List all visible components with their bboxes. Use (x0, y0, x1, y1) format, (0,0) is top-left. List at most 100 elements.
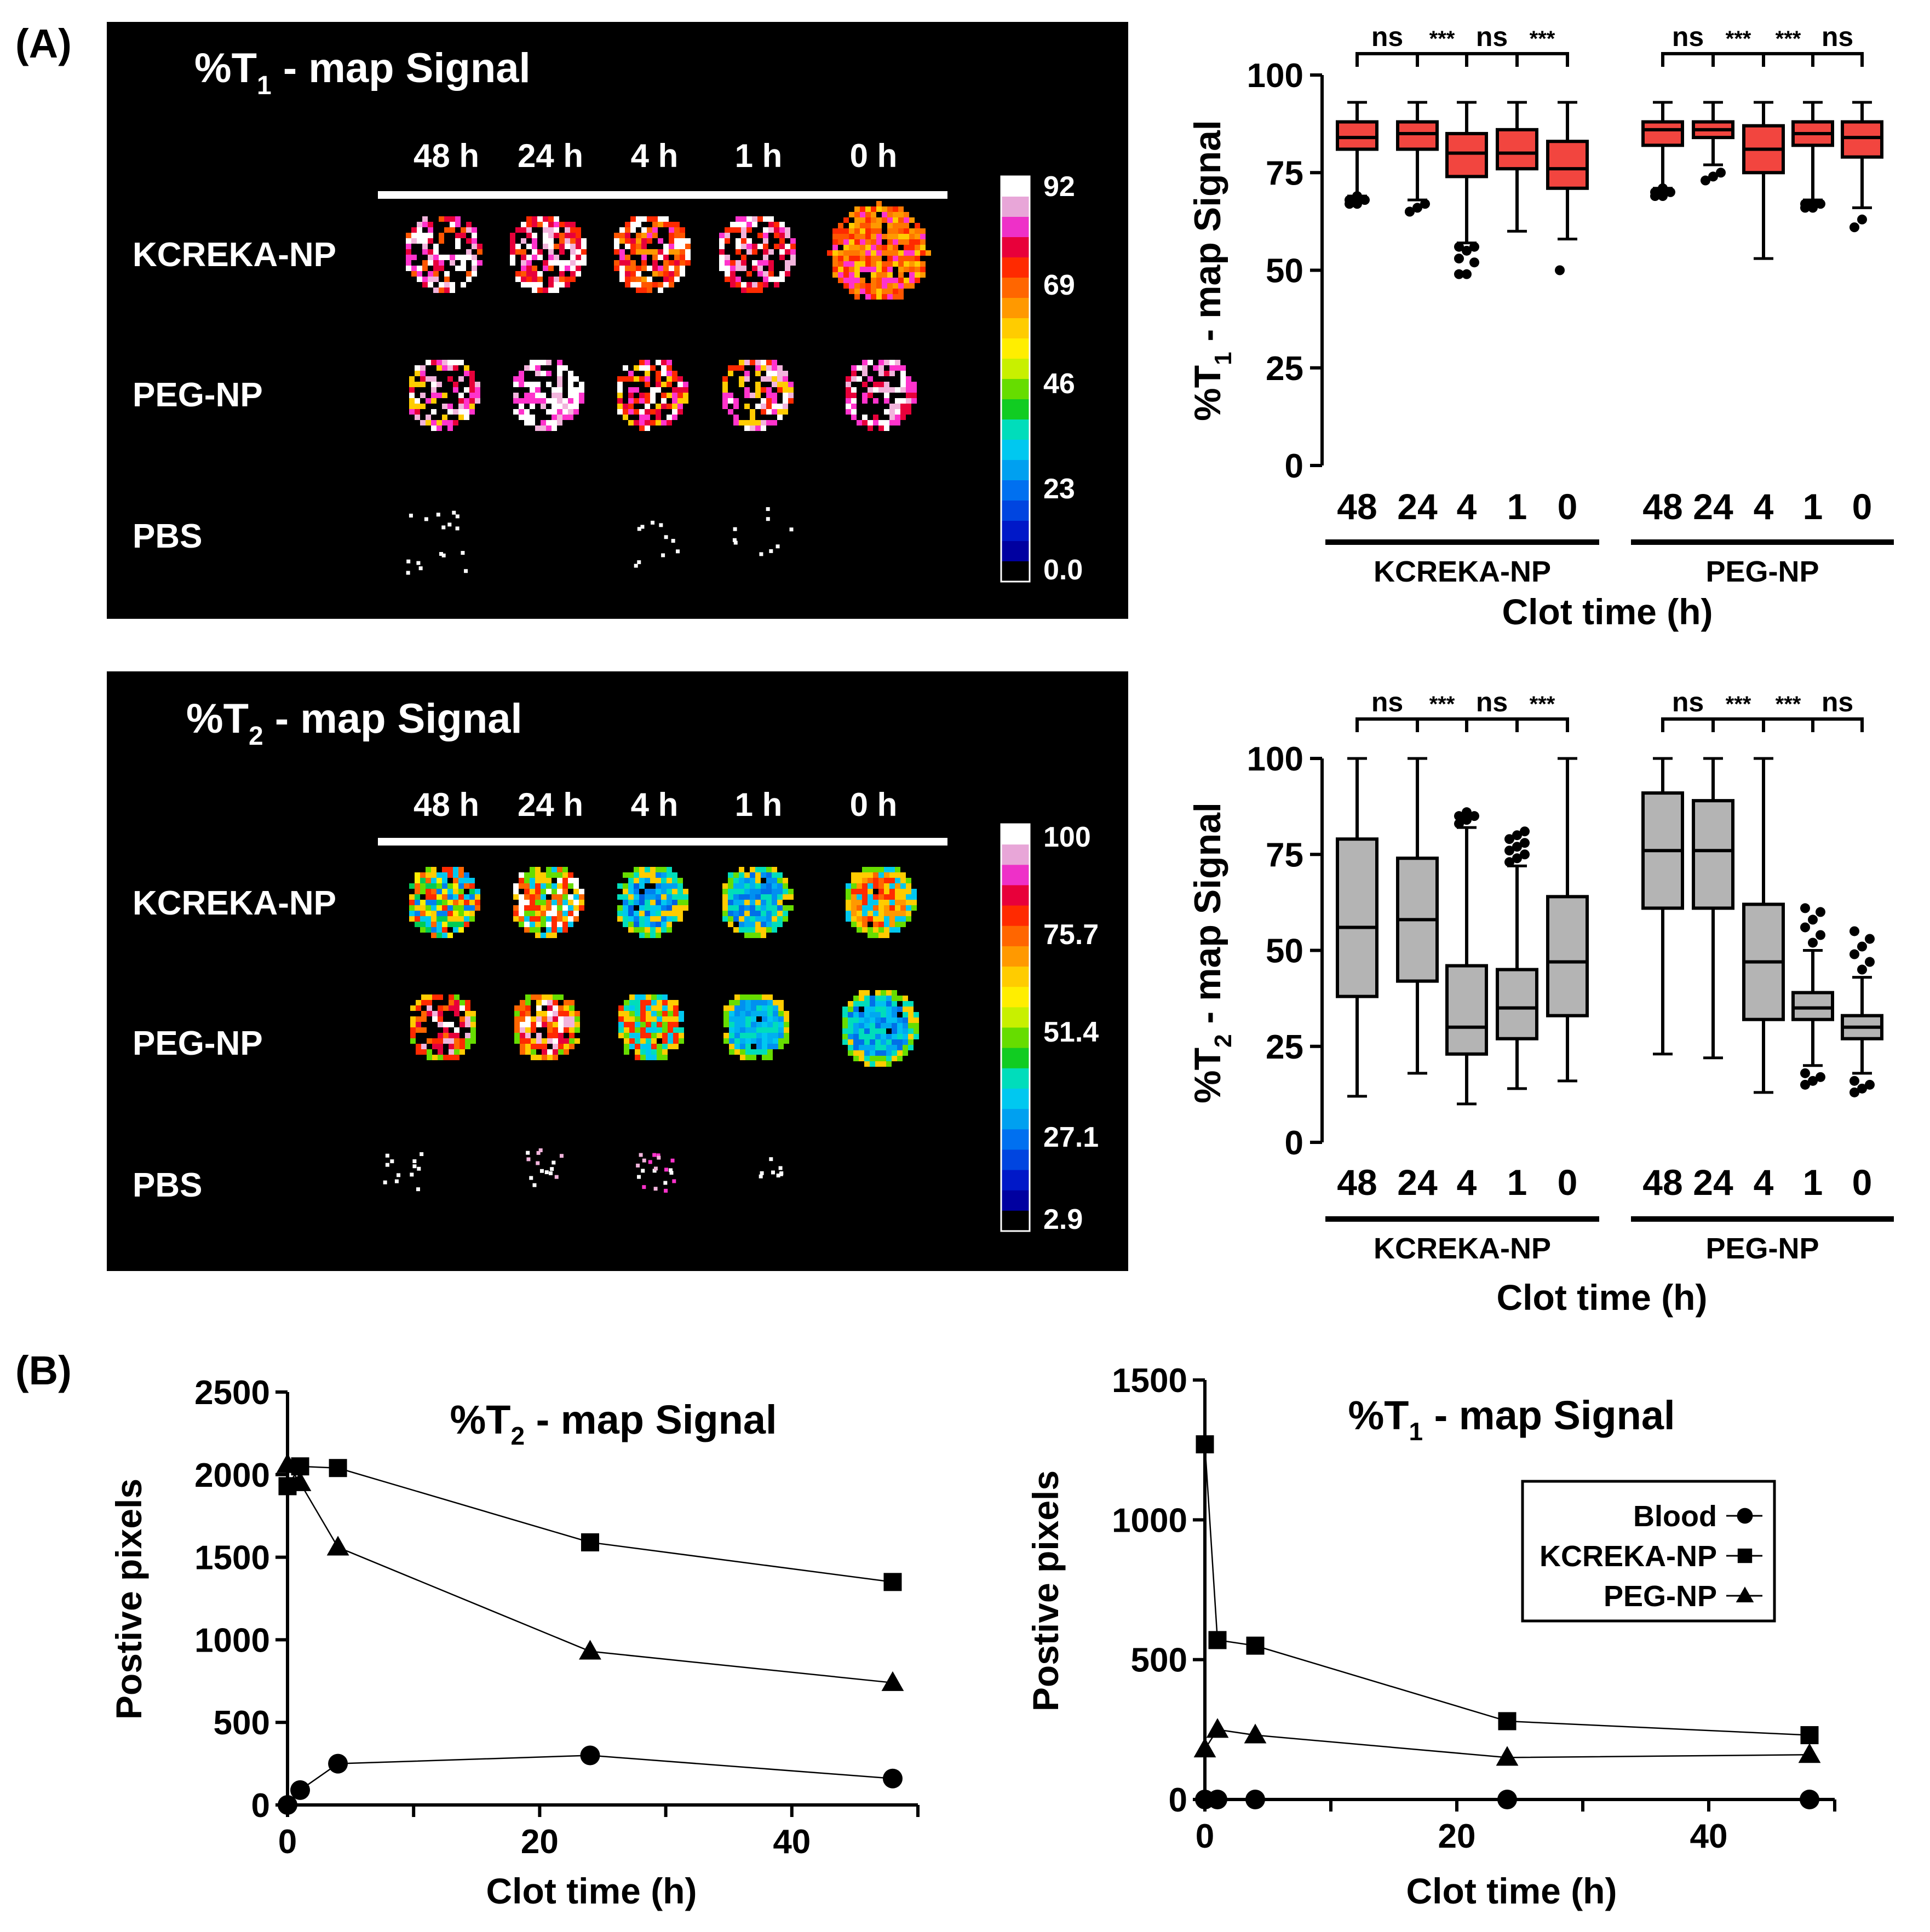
t2-kcreka-clot-pixel (453, 867, 458, 872)
t2-kcreka-clot-pixel (868, 889, 873, 894)
t2-peg-clot-pixel (416, 1000, 421, 1005)
t2-peg-clot-pixel (662, 1049, 668, 1055)
t2-peg-clot-pixel (734, 1011, 740, 1016)
t1-peg-clot-pixel (772, 398, 777, 404)
t2-box-outlier (1454, 811, 1464, 821)
t2-box-outlier (1800, 1068, 1810, 1078)
t1-peg-clot-pixel (420, 393, 426, 398)
t2-peg-clot-pixel (745, 1011, 751, 1016)
t2-kcreka-clot-pixel (579, 894, 584, 900)
t1-kcreka-clot-pixel (871, 294, 876, 300)
t1-kcreka-clot-pixel (619, 271, 625, 277)
t1-kcreka-clot-pixel (843, 245, 849, 250)
t1-kcreka-clot-pixel (893, 234, 898, 239)
t2-kcreka-clot-pixel (755, 889, 761, 894)
t2-peg-clot-pixel (635, 1011, 640, 1016)
t2-peg-clot-pixel (778, 1016, 784, 1022)
t1-kcreka-clot-pixel (882, 234, 887, 239)
t2-peg-clot-pixel (564, 1044, 569, 1049)
t1-kcreka-clot-pixel (641, 282, 647, 288)
t2-kcreka-clot-pixel (728, 878, 733, 883)
t2-peg-clot-pixel (762, 994, 767, 1000)
t2-kcreka-clot-pixel (628, 922, 634, 927)
t1-kcreka-clot-pixel (548, 266, 554, 271)
t1-peg-clot-pixel (878, 360, 884, 365)
panel-label-a: (A) (15, 21, 72, 66)
t1-peg-clot-pixel (677, 393, 683, 398)
t1-peg-clot-pixel (851, 371, 857, 376)
t1-peg-clot-pixel (447, 426, 453, 431)
t2-kcreka-clot-pixel (884, 933, 889, 938)
t1-kcreka-clot-pixel (461, 233, 466, 238)
t1-kcreka-clot-pixel (576, 271, 581, 277)
t2-peg-clot-pixel (410, 1038, 416, 1044)
t1-kcreka-clot-pixel (843, 278, 849, 283)
t2-peg-clot-pixel (875, 1023, 881, 1028)
t2-line-data-point (579, 1640, 601, 1660)
t1-kcreka-clot-pixel (838, 234, 843, 239)
t1-peg-clot-pixel (766, 387, 772, 393)
t2-pbs-speckle (653, 1187, 658, 1191)
t2-kcreka-clot-pixel (447, 900, 453, 905)
t2-kcreka-clot-pixel (573, 883, 579, 889)
t2-peg-clot-pixel (848, 1007, 853, 1012)
t2-peg-clot-pixel (564, 1011, 569, 1016)
t2-kcreka-clot-pixel (667, 872, 672, 878)
t1-kcreka-clot-pixel (871, 228, 876, 234)
t1-kcreka-clot-pixel (882, 283, 887, 289)
t2-kcreka-clot-pixel (458, 878, 464, 883)
t1-peg-clot-pixel (546, 371, 552, 376)
t2-peg-clot-pixel (853, 1023, 859, 1028)
legend-label-blood: Blood (1633, 1500, 1717, 1533)
t2-peg-clot-pixel (886, 996, 892, 1001)
t2-peg-clot-pixel (892, 1039, 897, 1045)
t2-peg-clot-pixel (756, 994, 762, 1000)
t2-peg-clot-pixel (553, 1027, 558, 1033)
t1-kcreka-clot-pixel (854, 217, 860, 223)
t2-box-significance-label: *** (1726, 692, 1751, 716)
t1-peg-clot-pixel (862, 420, 868, 426)
t1-peg-clot-pixel (519, 371, 524, 376)
t1-kcreka-clot-pixel (565, 244, 570, 249)
t1-kcreka-clot-pixel (860, 206, 865, 212)
t2-kcreka-clot-pixel (873, 894, 878, 900)
t2-kcreka-clot-pixel (868, 878, 873, 883)
t2-peg-clot-pixel (914, 1012, 919, 1017)
t2-kcreka-clot-pixel (519, 883, 524, 889)
t1-kcreka-clot-pixel (532, 255, 537, 260)
t2-colorbar-segment (1001, 1129, 1030, 1150)
t1-kcreka-clot-pixel (510, 238, 515, 244)
t1-kcreka-clot-pixel (779, 227, 785, 233)
t2-kcreka-clot-pixel (766, 922, 772, 927)
t1-line-data-point (1800, 1726, 1819, 1745)
t2-pbs-speckle (385, 1153, 389, 1158)
t1-kcreka-clot-pixel (785, 266, 790, 271)
t1-kcreka-clot-pixel (887, 261, 893, 267)
t2-kcreka-clot-pixel (728, 922, 733, 927)
t2-peg-clot-pixel (575, 1027, 580, 1033)
t1-box-group-label: KCREKA-NP (1374, 555, 1551, 588)
t1-box-plot: %T1 - map Signal Clot time (h) 025507510… (1187, 21, 1894, 632)
t1-kcreka-clot-pixel (472, 227, 477, 233)
t2-kcreka-clot-pixel (535, 911, 541, 916)
t2-kcreka-clot-pixel (728, 883, 733, 889)
t1-kcreka-clot-pixel (521, 238, 526, 244)
t1-kcreka-clot-pixel (428, 282, 433, 288)
t2-box-significance-label: ns (1822, 687, 1853, 717)
t1-kcreka-clot-pixel (543, 244, 548, 249)
t1-kcreka-clot-pixel (915, 256, 920, 261)
t1-peg-clot-pixel (788, 393, 794, 398)
t1-kcreka-clot-pixel (532, 216, 537, 222)
t2-kcreka-clot-pixel (530, 905, 535, 911)
t2-peg-clot-pixel (897, 1034, 903, 1039)
t2-kcreka-clot-pixel (519, 922, 524, 927)
t1-kcreka-clot-pixel (741, 233, 746, 238)
t1-box-box (1336, 120, 1378, 151)
t2-box-plot: %T2 - map Signal Clot time (h) 025507510… (1187, 687, 1894, 1318)
t2-kcreka-clot-pixel (650, 878, 656, 883)
t1-peg-clot-pixel (562, 365, 568, 371)
t1-peg-clot-pixel (420, 371, 426, 376)
t1-peg-clot-pixel (568, 376, 573, 382)
t2-peg-clot-pixel (657, 1027, 662, 1033)
t2-kcreka-clot-pixel (426, 889, 431, 894)
